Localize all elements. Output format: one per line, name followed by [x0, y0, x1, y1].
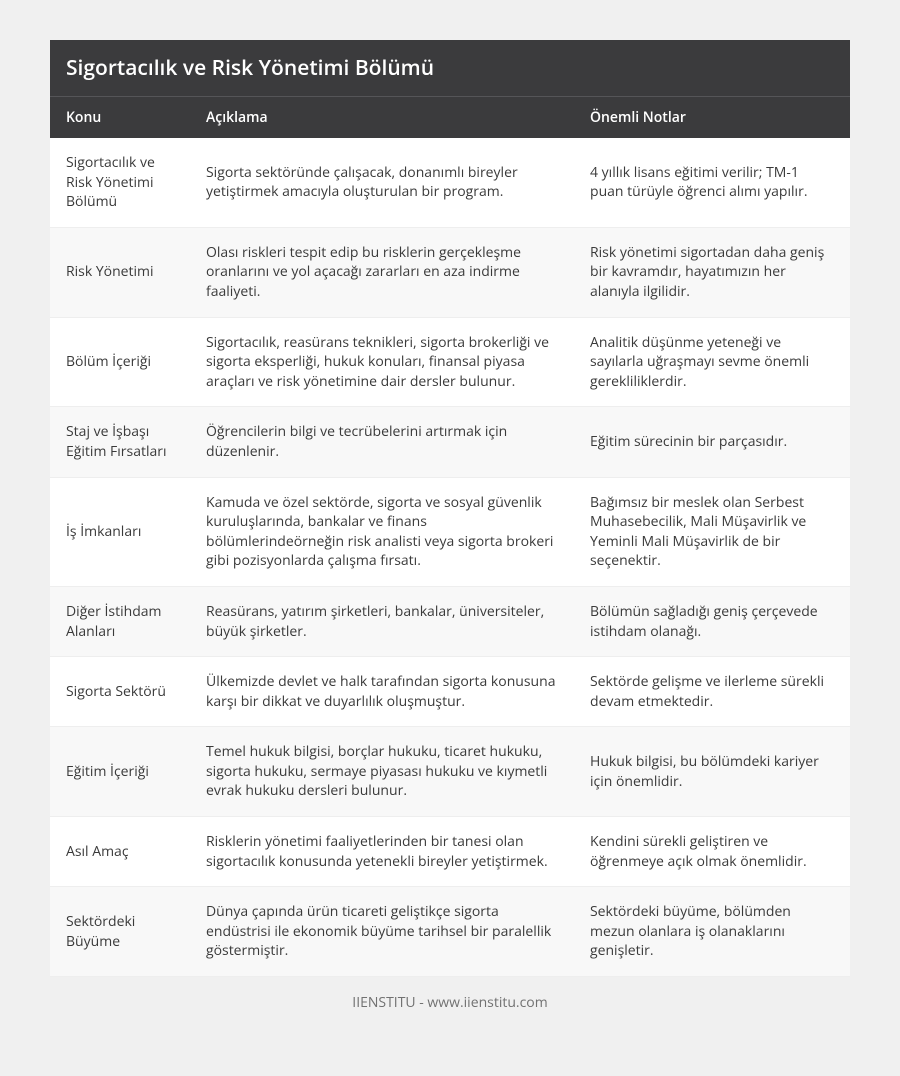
table-row: Asıl Amaç Risklerin yönetimi faaliyetler… — [50, 817, 850, 887]
table-row: Diğer İstihdam Alanları Reasürans, yatır… — [50, 586, 850, 656]
cell-konu: Sektördeki Büyüme — [50, 887, 190, 977]
cell-aciklama: Dünya çapında ürün ticareti geliştikçe s… — [190, 887, 574, 977]
cell-not: Sektörde gelişme ve ilerleme sürekli dev… — [574, 657, 850, 727]
cell-aciklama: Ülkemizde devlet ve halk tarafından sigo… — [190, 657, 574, 727]
cell-not: Bağımsız bir meslek olan Serbest Muhaseb… — [574, 477, 850, 586]
cell-konu: İş İmkanları — [50, 477, 190, 586]
table-row: İş İmkanları Kamuda ve özel sektörde, si… — [50, 477, 850, 586]
cell-aciklama: Kamuda ve özel sektörde, sigorta ve sosy… — [190, 477, 574, 586]
cell-aciklama: Sigorta sektöründe çalışacak, donanımlı … — [190, 138, 574, 227]
cell-not: 4 yıllık lisans eğitimi verilir; TM-1 pu… — [574, 138, 850, 227]
cell-not: Eğitim sürecinin bir parçasıdır. — [574, 407, 850, 477]
cell-konu: Bölüm İçeriği — [50, 317, 190, 407]
cell-not: Bölümün sağladığı geniş çerçevede istihd… — [574, 586, 850, 656]
cell-konu: Sigorta Sektörü — [50, 657, 190, 727]
cell-aciklama: Risklerin yönetimi faaliyetlerinden bir … — [190, 817, 574, 887]
table-row: Sektördeki Büyüme Dünya çapında ürün tic… — [50, 887, 850, 977]
table-row: Sigorta Sektörü Ülkemizde devlet ve halk… — [50, 657, 850, 727]
cell-aciklama: Olası riskleri tespit edip bu risklerin … — [190, 227, 574, 317]
table-header-row: Konu Açıklama Önemli Notlar — [50, 97, 850, 139]
cell-not: Risk yönetimi sigortadan daha geniş bir … — [574, 227, 850, 317]
table-title: Sigortacılık ve Risk Yönetimi Bölümü — [50, 40, 850, 96]
cell-aciklama: Öğrencilerin bilgi ve tecrübelerini artı… — [190, 407, 574, 477]
table-row: Staj ve İşbaşı Eğitim Fırsatları Öğrenci… — [50, 407, 850, 477]
data-table: Konu Açıklama Önemli Notlar Sigortacılık… — [50, 96, 850, 977]
cell-konu: Risk Yönetimi — [50, 227, 190, 317]
column-header-not: Önemli Notlar — [574, 97, 850, 139]
column-header-aciklama: Açıklama — [190, 97, 574, 139]
cell-not: Kendini sürekli geliştiren ve öğrenmeye … — [574, 817, 850, 887]
table-row: Sigortacılık ve Risk Yönetimi Bölümü Sig… — [50, 138, 850, 227]
cell-aciklama: Temel hukuk bilgisi, borçlar hukuku, tic… — [190, 727, 574, 817]
cell-konu: Eğitim İçeriği — [50, 727, 190, 817]
table-body: Sigortacılık ve Risk Yönetimi Bölümü Sig… — [50, 138, 850, 977]
cell-konu: Diğer İstihdam Alanları — [50, 586, 190, 656]
cell-aciklama: Sigortacılık, reasürans teknikleri, sigo… — [190, 317, 574, 407]
cell-konu: Sigortacılık ve Risk Yönetimi Bölümü — [50, 138, 190, 227]
cell-not: Analitik düşünme yeteneği ve sayılarla u… — [574, 317, 850, 407]
column-header-konu: Konu — [50, 97, 190, 139]
cell-aciklama: Reasürans, yatırım şirketleri, bankalar,… — [190, 586, 574, 656]
table-row: Bölüm İçeriği Sigortacılık, reasürans te… — [50, 317, 850, 407]
footer-text: IIENSTITU - www.iienstitu.com — [50, 977, 850, 1028]
table-container: Sigortacılık ve Risk Yönetimi Bölümü Kon… — [50, 40, 850, 977]
table-row: Risk Yönetimi Olası riskleri tespit edip… — [50, 227, 850, 317]
cell-not: Sektördeki büyüme, bölümden mezun olanla… — [574, 887, 850, 977]
cell-konu: Staj ve İşbaşı Eğitim Fırsatları — [50, 407, 190, 477]
cell-konu: Asıl Amaç — [50, 817, 190, 887]
table-row: Eğitim İçeriği Temel hukuk bilgisi, borç… — [50, 727, 850, 817]
cell-not: Hukuk bilgisi, bu bölümdeki kariyer için… — [574, 727, 850, 817]
